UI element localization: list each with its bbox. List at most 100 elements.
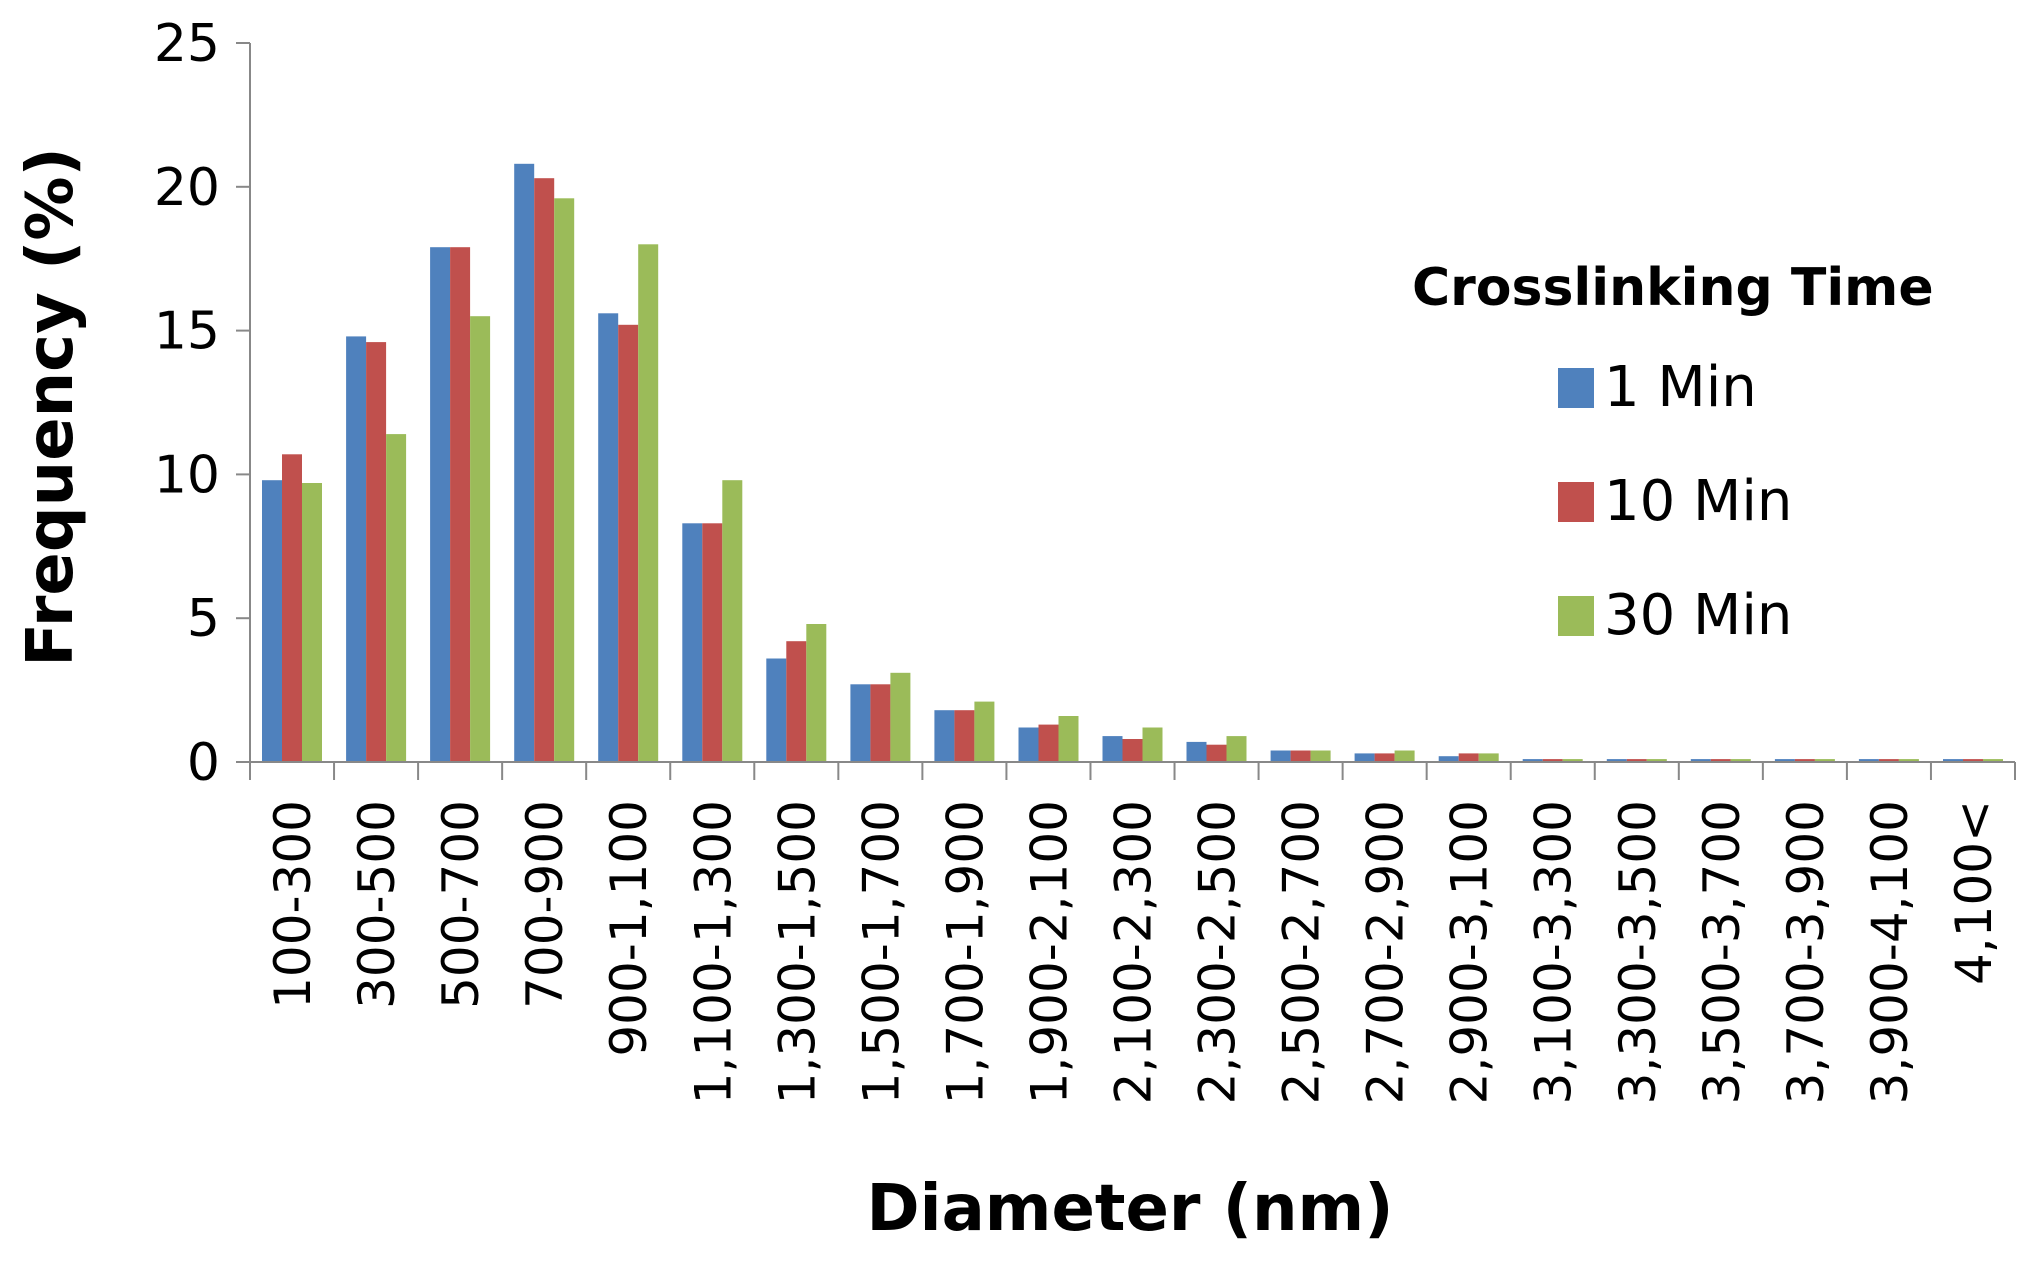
bar-30-min-7 [890, 672, 911, 762]
bar-1-min-19 [1858, 759, 1879, 762]
bar-1-min-5 [682, 523, 703, 762]
bar-10-min-1 [366, 342, 387, 762]
bar-30-min-2 [470, 316, 491, 762]
x-tick-label: 2,900-3,100 [1441, 800, 1499, 1104]
bar-10-min-6 [786, 641, 807, 762]
legend-label: 30 Min [1604, 583, 1792, 648]
bar-10-min-17 [1710, 759, 1731, 762]
bar-30-min-20 [1983, 759, 2003, 762]
legend-title: Crosslinking Time [1412, 258, 1934, 318]
bar-1-min-0 [262, 480, 282, 762]
bar-1-min-3 [514, 163, 535, 763]
bar-10-min-3 [534, 178, 555, 762]
bar-30-min-4 [638, 244, 659, 763]
legend-swatch [1558, 596, 1594, 636]
bar-30-min-13 [1394, 750, 1415, 762]
x-tick-label: 900-1,100 [600, 800, 658, 1057]
y-tick-label: 10 [154, 445, 220, 505]
bar-1-min-16 [1606, 759, 1627, 762]
x-tick-label: 2,700-2,900 [1357, 800, 1415, 1104]
bar-30-min-11 [1226, 736, 1247, 762]
bar-30-min-18 [1814, 759, 1835, 762]
bar-1-min-6 [766, 658, 787, 762]
x-tick-label: 1,500-1,700 [852, 800, 910, 1104]
legend: Crosslinking Time 1 Min 10 Min 30 Min [1412, 258, 1934, 648]
x-tick-label: 1,100-1,300 [684, 800, 742, 1104]
bar-1-min-12 [1270, 750, 1291, 762]
x-tick-labels: 100-300 300-500 500-700 700-900 900-1,100 1,1… [264, 800, 2003, 1104]
legend-swatch [1558, 482, 1594, 522]
bar-1-min-17 [1690, 759, 1711, 762]
bar-10-min-18 [1794, 759, 1815, 762]
x-tick-label: 4,100< [1945, 800, 2003, 985]
bar-10-min-20 [1963, 759, 1983, 762]
x-tick-label: 2,500-2,700 [1273, 800, 1331, 1104]
y-tick-label: 5 [187, 589, 220, 649]
bar-10-min-15 [1542, 759, 1563, 762]
bar-30-min-15 [1562, 759, 1583, 762]
x-tick-label: 1,300-1,500 [768, 800, 826, 1104]
y-axis-title: Frequency (%) [14, 147, 88, 667]
bar-1-min-15 [1522, 759, 1543, 762]
bar-1-min-7 [850, 684, 871, 762]
x-tick-label: 3,100-3,300 [1525, 800, 1583, 1104]
bar-30-min-3 [554, 198, 575, 763]
bar-10-min-2 [450, 247, 471, 762]
bar-10-min-10 [1122, 739, 1143, 762]
bar-1-min-4 [598, 313, 619, 762]
bar-30-min-17 [1730, 759, 1751, 762]
bar-10-min-4 [618, 324, 639, 762]
x-axis-title: Diameter (nm) [867, 1172, 1394, 1246]
bar-30-min-19 [1898, 759, 1919, 762]
bar-1-min-14 [1438, 756, 1459, 762]
bar-30-min-10 [1142, 727, 1163, 762]
bar-30-min-6 [806, 624, 827, 762]
bar-10-min-9 [1038, 724, 1059, 762]
x-tick-label: 700-900 [516, 800, 574, 1009]
x-tick-label: 2,100-2,300 [1105, 800, 1163, 1104]
bar-10-min-5 [702, 523, 723, 762]
bar-1-min-18 [1774, 759, 1795, 762]
axes-group [236, 42, 2016, 780]
y-tick-label: 15 [154, 302, 220, 362]
y-tick-label: 25 [154, 14, 220, 74]
legend-label: 1 Min [1604, 355, 1757, 420]
bar-10-min-8 [954, 710, 975, 762]
bar-1-min-8 [934, 710, 955, 762]
bar-30-min-1 [386, 434, 407, 762]
bar-30-min-16 [1646, 759, 1667, 762]
bar-10-min-16 [1626, 759, 1647, 762]
bar-30-min-14 [1478, 753, 1499, 762]
bar-10-min-12 [1290, 750, 1311, 762]
bar-1-min-10 [1102, 736, 1123, 762]
bar-10-min-0 [282, 454, 302, 762]
x-tick-label: 3,900-4,100 [1861, 800, 1919, 1104]
x-tick-label: 2,300-2,500 [1189, 800, 1247, 1104]
bar-1-min-20 [1943, 759, 1963, 762]
bar-30-min-5 [722, 480, 743, 762]
bar-30-min-9 [1058, 716, 1079, 762]
y-tick-label: 0 [187, 733, 220, 793]
x-tick-label: 3,500-3,700 [1693, 800, 1751, 1104]
bar-1-min-2 [430, 247, 451, 762]
x-tick-label: 3,700-3,900 [1777, 800, 1835, 1104]
x-tick-label: 300-500 [348, 800, 406, 1009]
legend-label: 10 Min [1604, 469, 1792, 534]
y-tick-labels: 0 5 10 15 20 25 [154, 14, 220, 793]
x-tick-label: 1,900-2,100 [1020, 800, 1078, 1104]
bar-10-min-11 [1206, 744, 1227, 762]
bar-10-min-14 [1458, 753, 1479, 762]
bar-30-min-12 [1310, 750, 1331, 762]
bar-1-min-13 [1354, 753, 1375, 762]
x-tick-label: 500-700 [432, 800, 490, 1009]
bars-group [262, 163, 2003, 763]
x-tick-label: 1,700-1,900 [936, 800, 994, 1104]
bar-10-min-19 [1878, 759, 1899, 762]
bar-30-min-8 [974, 701, 995, 762]
x-tick-label: 100-300 [264, 800, 322, 1009]
legend-swatch [1558, 368, 1594, 408]
bar-1-min-11 [1186, 741, 1207, 762]
bar-30-min-0 [302, 483, 322, 762]
